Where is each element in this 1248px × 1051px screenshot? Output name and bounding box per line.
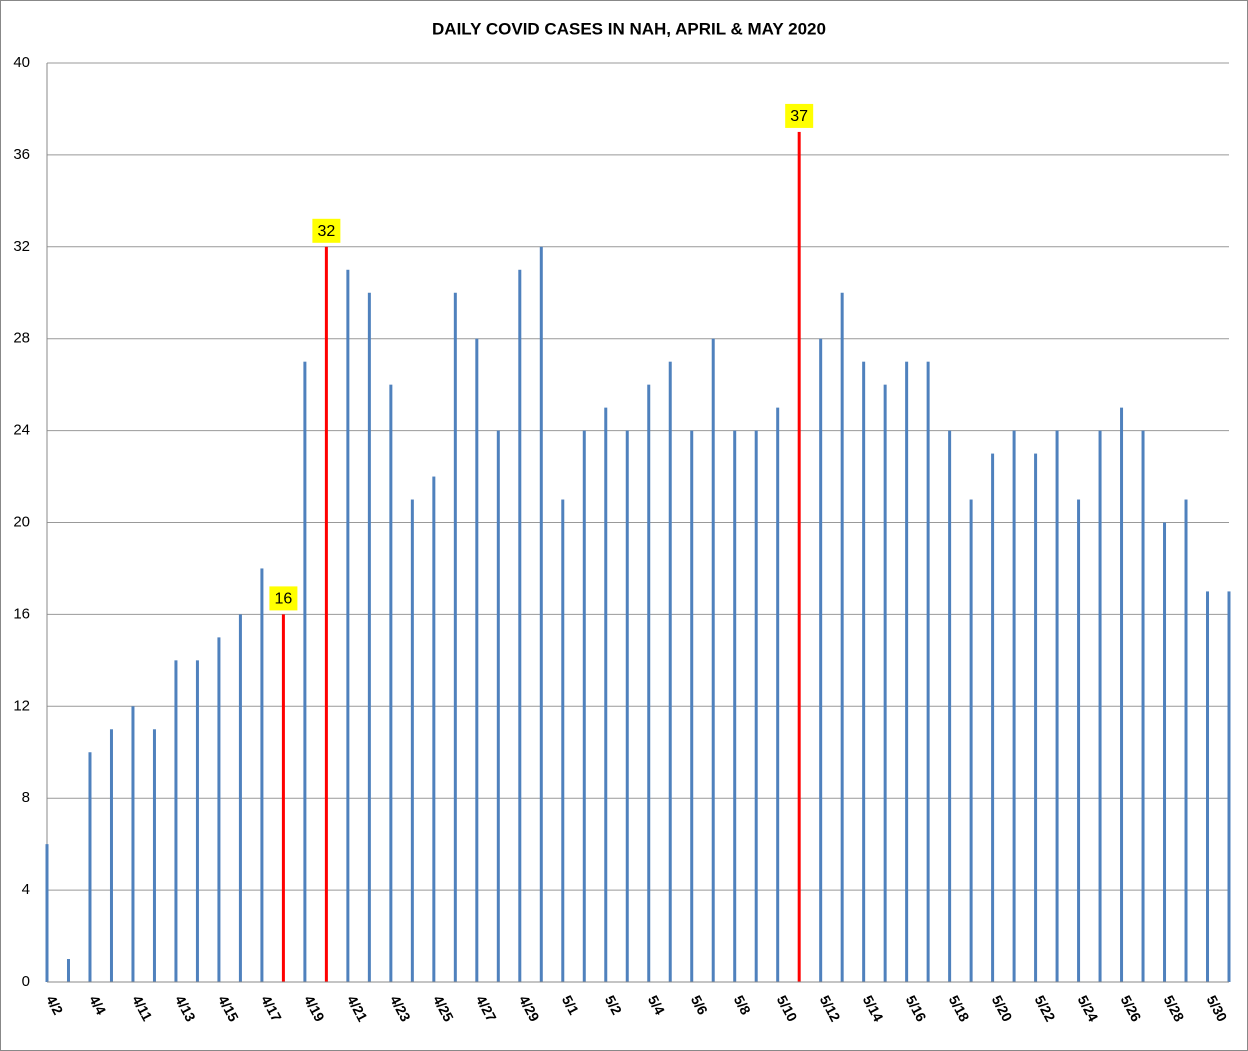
bar xyxy=(1034,453,1038,982)
bar xyxy=(281,614,285,982)
bar xyxy=(324,246,328,983)
bar xyxy=(647,384,651,982)
bar xyxy=(432,476,436,982)
bar xyxy=(109,729,113,982)
bar xyxy=(754,430,758,983)
bar xyxy=(991,453,995,982)
bar xyxy=(1227,591,1231,982)
bar xyxy=(539,246,543,983)
bar xyxy=(840,292,844,982)
bar xyxy=(45,844,49,982)
y-tick-label: 40 xyxy=(13,54,30,71)
bar xyxy=(152,729,156,982)
y-tick-label: 32 xyxy=(13,238,30,255)
bar xyxy=(389,384,393,982)
bar xyxy=(969,499,973,982)
bar xyxy=(668,361,672,982)
bar xyxy=(883,384,887,982)
bar xyxy=(238,614,242,982)
bar xyxy=(174,660,178,982)
bar xyxy=(926,361,930,982)
data-label-background xyxy=(312,218,341,243)
bar xyxy=(604,407,608,982)
bar xyxy=(819,338,823,982)
bar xyxy=(260,568,264,982)
y-tick-label: 12 xyxy=(13,697,30,714)
y-tick-label: 8 xyxy=(22,789,30,806)
bar xyxy=(1206,591,1210,982)
data-label-background xyxy=(269,586,298,611)
bar xyxy=(561,499,565,982)
bar xyxy=(217,637,221,982)
bar xyxy=(733,430,737,983)
bar xyxy=(582,430,586,983)
y-tick-label: 0 xyxy=(22,973,30,990)
data-label: 32 xyxy=(317,223,335,240)
bar xyxy=(88,752,92,982)
bar xyxy=(475,338,479,982)
y-tick-label: 16 xyxy=(13,605,30,622)
bar xyxy=(1141,430,1145,983)
y-tick-label: 36 xyxy=(13,146,30,163)
y-tick-label: 28 xyxy=(13,330,30,347)
bar xyxy=(496,430,500,983)
bar xyxy=(711,338,715,982)
bar xyxy=(410,499,414,982)
bar xyxy=(905,361,909,982)
bar xyxy=(862,361,866,982)
bar xyxy=(131,706,135,982)
bar xyxy=(1120,407,1124,982)
data-label-background xyxy=(785,103,814,128)
bar xyxy=(66,959,70,982)
bar xyxy=(195,660,199,982)
chart-title: DAILY COVID CASES IN NAH, APRIL & MAY 20… xyxy=(432,19,826,38)
bar xyxy=(776,407,780,982)
bar xyxy=(1012,430,1016,983)
bar xyxy=(1055,430,1059,983)
bar xyxy=(367,292,371,982)
bar xyxy=(1184,499,1188,982)
data-label: 37 xyxy=(790,108,808,125)
bar xyxy=(1098,430,1102,983)
bar xyxy=(690,430,694,983)
bar xyxy=(518,269,522,982)
bar xyxy=(1077,499,1081,982)
bar xyxy=(303,361,307,982)
bar xyxy=(346,269,350,982)
data-label: 16 xyxy=(275,591,293,608)
bar xyxy=(453,292,457,982)
bar xyxy=(948,430,952,983)
y-tick-label: 20 xyxy=(13,513,30,530)
bar xyxy=(1163,522,1167,982)
y-tick-label: 4 xyxy=(22,881,30,898)
bar xyxy=(625,430,629,983)
bar xyxy=(797,131,801,983)
y-tick-label: 24 xyxy=(13,422,30,439)
